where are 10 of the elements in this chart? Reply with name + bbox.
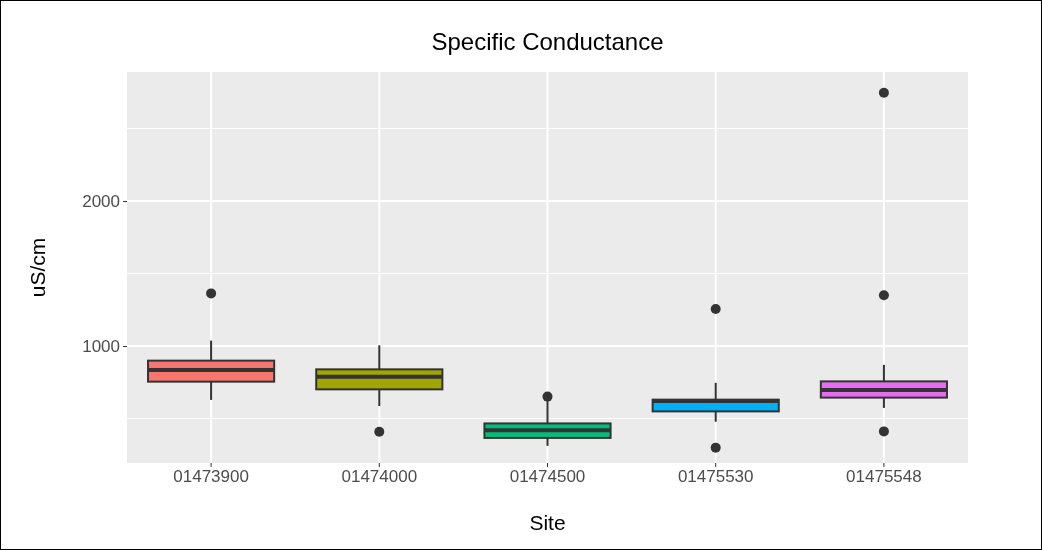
y-tick-label: 1000 <box>82 336 120 356</box>
chart-title: Specific Conductance <box>431 28 664 55</box>
x-tick-label: 01473900 <box>173 467 249 487</box>
y-axis-title: uS/cm <box>26 237 49 298</box>
x-tick-label: 01475548 <box>846 467 922 487</box>
x-tick-label: 01474500 <box>509 467 586 487</box>
x-tick-label: 01474000 <box>341 467 418 487</box>
x-tick-label: 01475530 <box>677 467 754 487</box>
x-axis-title: Site <box>529 511 566 534</box>
y-tick-label: 2000 <box>82 191 120 211</box>
